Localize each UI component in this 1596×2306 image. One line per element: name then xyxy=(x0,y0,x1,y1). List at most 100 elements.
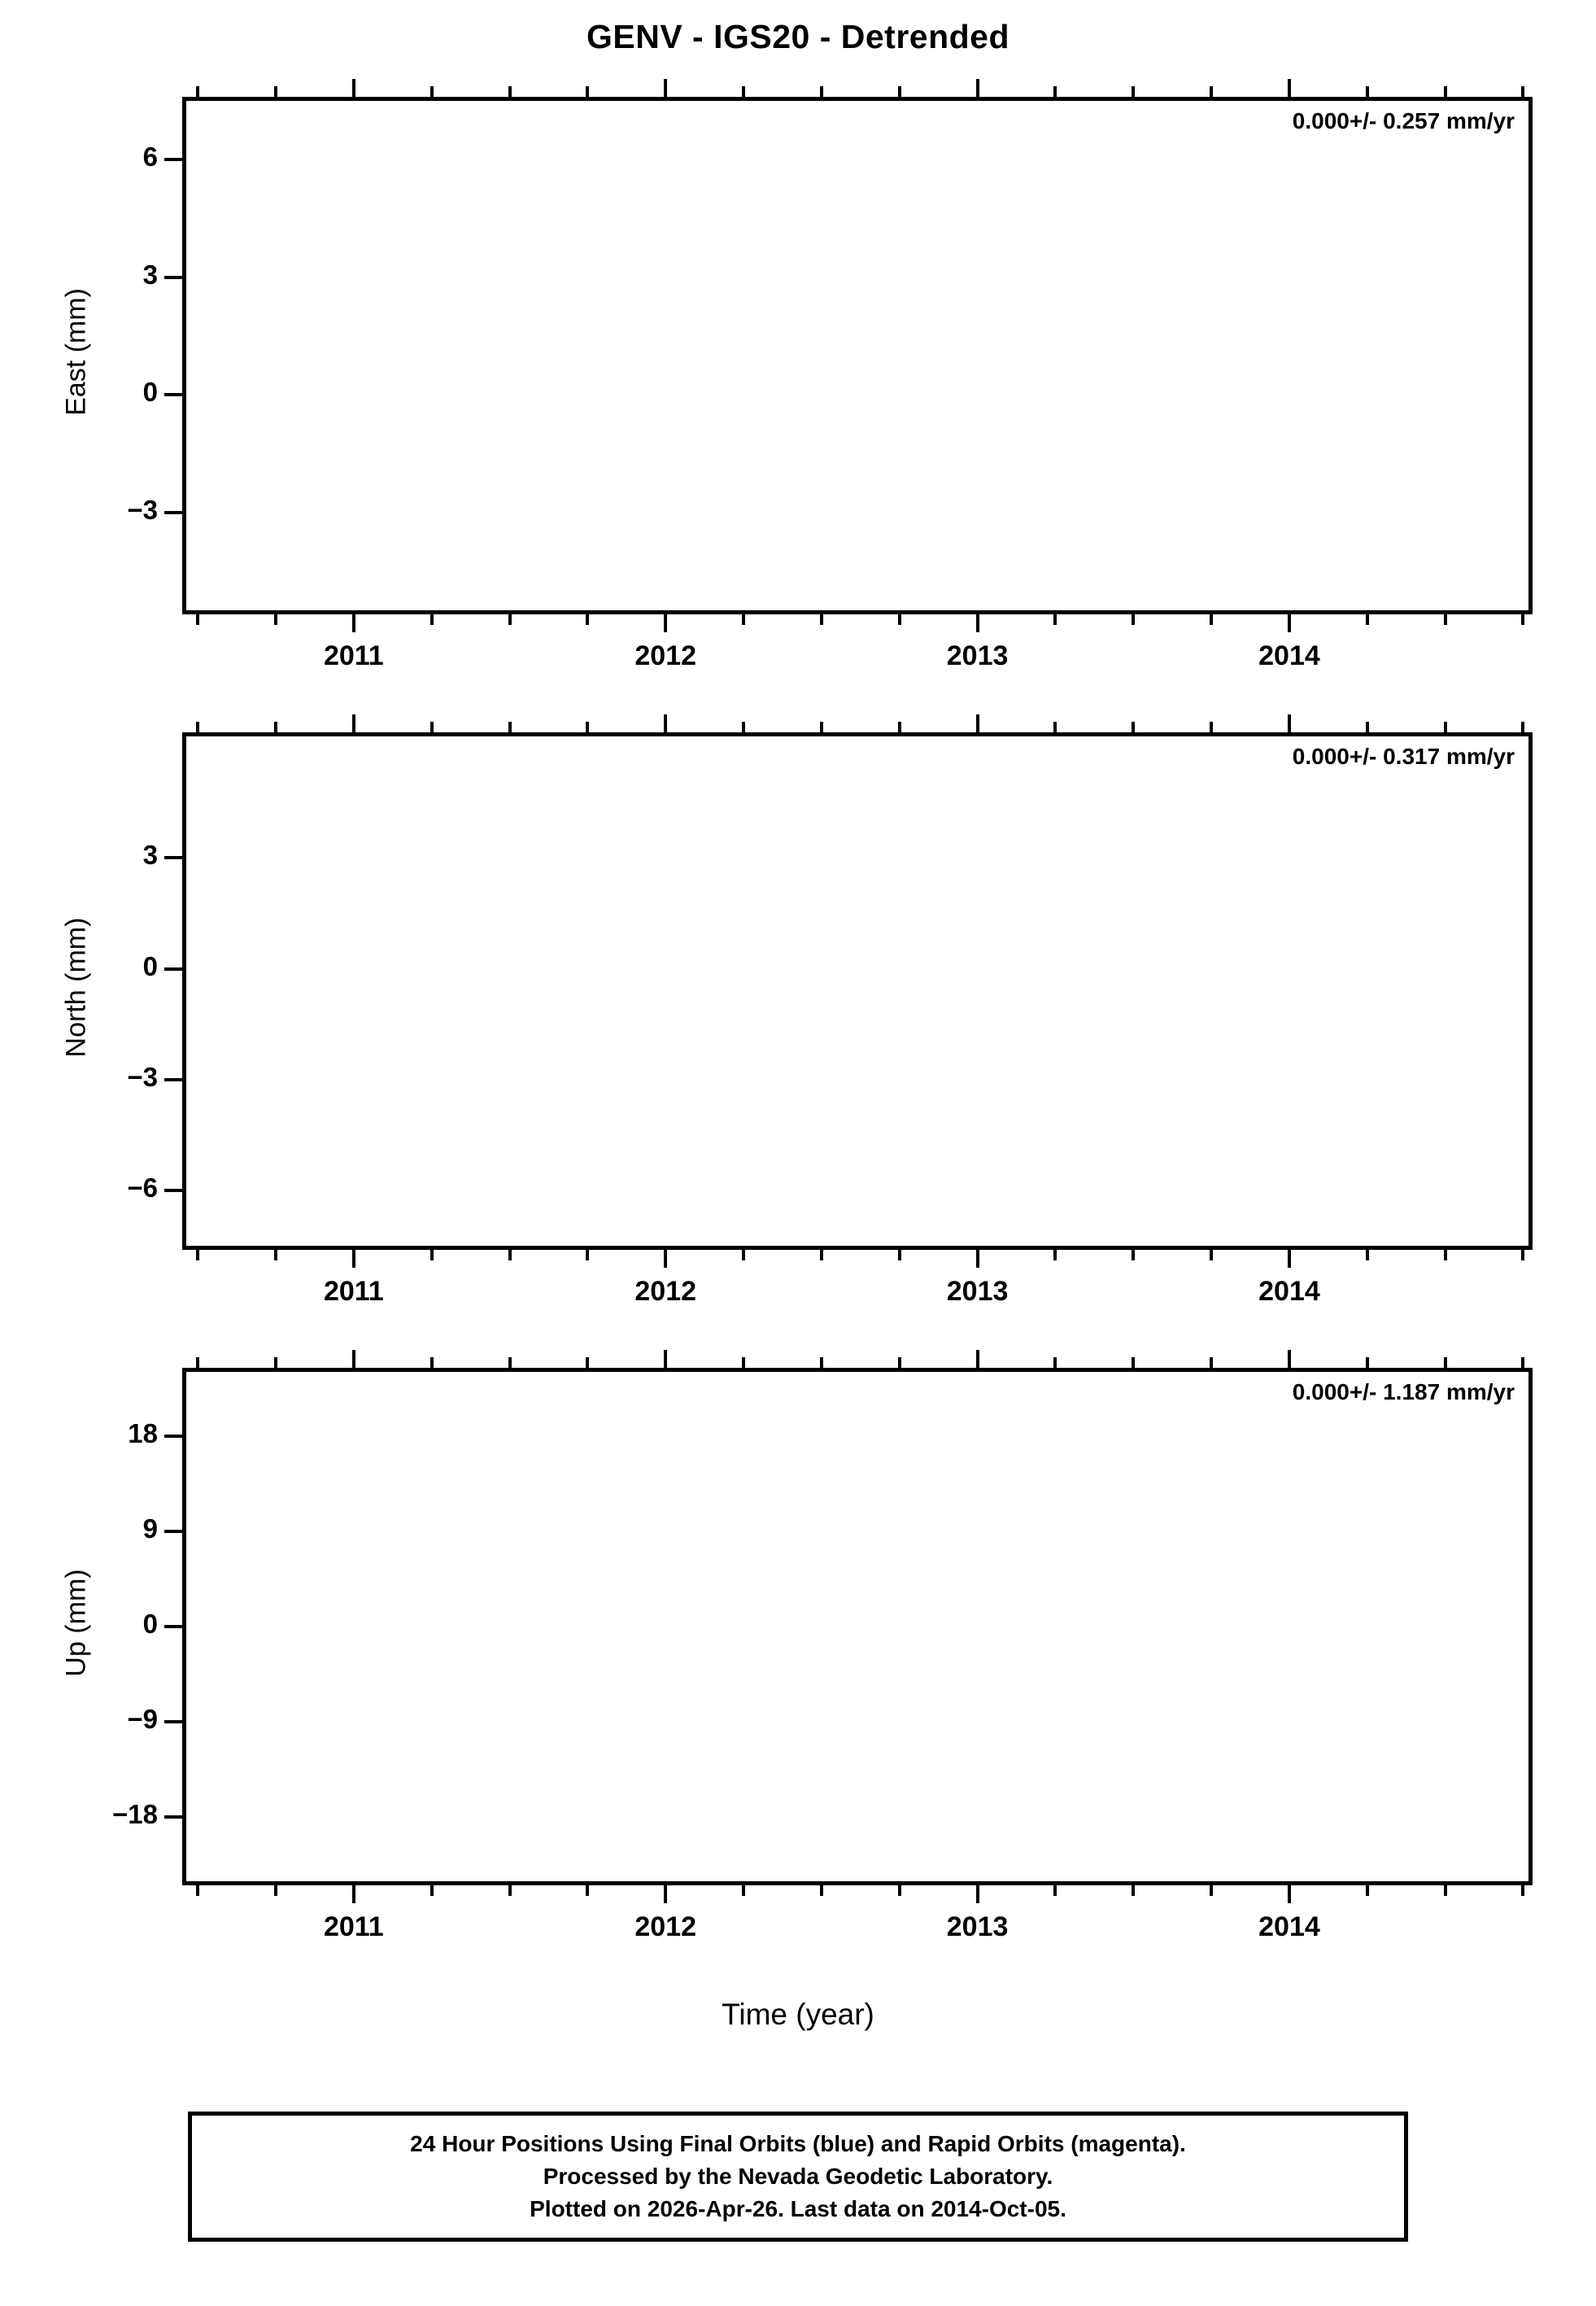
x-tick-label: 2014 xyxy=(1258,1276,1320,1307)
x-tick-mark-minor xyxy=(196,1250,200,1260)
x-tick-mark-minor xyxy=(1053,86,1057,97)
x-tick-mark-minor xyxy=(586,1250,590,1260)
x-tick-mark-minor xyxy=(1365,722,1369,732)
x-tick-mark-major xyxy=(1287,1885,1291,1903)
y-tick-label: −6 xyxy=(127,1173,158,1203)
x-tick-mark-major xyxy=(975,1250,979,1268)
x-tick-mark-minor xyxy=(1053,614,1057,625)
y-tick-label: −18 xyxy=(112,1798,158,1829)
x-tick-mark-minor xyxy=(819,1250,823,1260)
x-tick-mark-minor xyxy=(1365,614,1369,625)
x-tick-label: 2012 xyxy=(634,640,697,671)
x-tick-mark-minor xyxy=(274,722,277,732)
x-tick-mark-minor xyxy=(274,1885,277,1896)
x-tick-label: 2014 xyxy=(1258,1911,1320,1942)
x-tick-mark-minor xyxy=(1132,86,1136,97)
rate-annotation: 0.000+/- 1.187 mm/yr xyxy=(1292,1379,1515,1404)
x-tick-mark-major xyxy=(664,614,668,632)
x-tick-mark-major xyxy=(351,79,355,97)
x-tick-mark-minor xyxy=(1443,1250,1447,1260)
y-tick-mark xyxy=(164,967,182,971)
x-tick-mark-major xyxy=(664,714,668,732)
plot-panel-north: 0.000+/- 0.317 mm/yr xyxy=(182,732,1533,1250)
x-tick-mark-minor xyxy=(196,614,200,625)
x-tick-mark-minor xyxy=(897,722,901,732)
x-tick-mark-minor xyxy=(586,86,590,97)
x-tick-mark-minor xyxy=(897,1357,901,1368)
x-tick-mark-minor xyxy=(1521,1250,1525,1260)
rate-annotation: 0.000+/- 0.257 mm/yr xyxy=(1292,108,1515,133)
x-tick-mark-minor xyxy=(274,1250,277,1260)
plot-frame xyxy=(182,1368,1533,1885)
y-tick-mark xyxy=(164,158,182,162)
x-axis-title: Time (year) xyxy=(722,1998,874,2031)
y-axis-title: East (mm) xyxy=(60,288,92,416)
x-tick-mark-minor xyxy=(1521,614,1525,625)
x-tick-label: 2011 xyxy=(323,640,384,671)
x-tick-mark-major xyxy=(351,614,355,632)
y-tick-mark xyxy=(164,856,182,860)
x-tick-mark-minor xyxy=(742,614,746,625)
x-tick-mark-minor xyxy=(1443,722,1447,732)
x-tick-mark-minor xyxy=(430,722,434,732)
x-tick-mark-minor xyxy=(742,722,746,732)
x-tick-mark-minor xyxy=(897,1885,901,1896)
x-tick-mark-major xyxy=(1287,614,1291,632)
x-tick-mark-minor xyxy=(196,86,200,97)
x-tick-mark-minor xyxy=(196,722,200,732)
x-tick-mark-minor xyxy=(1365,1885,1369,1896)
footer-caption-box: 24 Hour Positions Using Final Orbits (bl… xyxy=(188,2112,1408,2242)
x-tick-mark-minor xyxy=(508,1250,512,1260)
y-tick-mark xyxy=(164,1435,182,1439)
x-tick-mark-minor xyxy=(430,1885,434,1896)
plot-frame xyxy=(182,732,1533,1250)
x-tick-mark-minor xyxy=(897,614,901,625)
x-tick-mark-minor xyxy=(1443,86,1447,97)
x-tick-label: 2012 xyxy=(634,1911,697,1942)
x-tick-mark-minor xyxy=(508,614,512,625)
x-tick-mark-minor xyxy=(430,1250,434,1260)
x-tick-mark-minor xyxy=(1443,1885,1447,1896)
y-tick-mark xyxy=(164,1078,182,1082)
x-tick-mark-minor xyxy=(1132,614,1136,625)
y-tick-label: 0 xyxy=(142,1609,158,1639)
y-tick-mark xyxy=(164,1815,182,1819)
x-tick-mark-minor xyxy=(819,1885,823,1896)
x-tick-mark-minor xyxy=(819,722,823,732)
x-tick-mark-minor xyxy=(508,1357,512,1368)
y-tick-label: 6 xyxy=(142,142,158,173)
x-tick-mark-minor xyxy=(1443,1357,1447,1368)
x-tick-mark-minor xyxy=(1132,722,1136,732)
y-tick-label: 18 xyxy=(128,1418,158,1449)
x-tick-label: 2013 xyxy=(946,640,1009,671)
footer-line-2: Processed by the Nevada Geodetic Laborat… xyxy=(543,2164,1053,2189)
x-tick-mark-minor xyxy=(742,86,746,97)
x-tick-mark-minor xyxy=(742,1250,746,1260)
x-tick-mark-minor xyxy=(1053,1357,1057,1368)
x-tick-mark-minor xyxy=(586,722,590,732)
y-tick-label: −3 xyxy=(127,494,158,525)
x-tick-mark-major xyxy=(975,79,979,97)
plot-panel-east: 0.000+/- 0.257 mm/yr xyxy=(182,97,1533,614)
y-axis-title: North (mm) xyxy=(60,917,92,1058)
x-tick-mark-major xyxy=(664,79,668,97)
plot-panel-up: 0.000+/- 1.187 mm/yr xyxy=(182,1368,1533,1885)
x-tick-mark-minor xyxy=(274,614,277,625)
y-tick-label: 3 xyxy=(142,840,158,871)
x-tick-mark-major xyxy=(975,714,979,732)
x-tick-mark-major xyxy=(351,714,355,732)
x-tick-mark-minor xyxy=(819,614,823,625)
x-tick-mark-minor xyxy=(1053,722,1057,732)
x-tick-mark-minor xyxy=(1365,1357,1369,1368)
x-tick-mark-major xyxy=(975,1885,979,1903)
x-tick-label: 2012 xyxy=(634,1276,697,1307)
y-tick-label: 0 xyxy=(142,950,158,981)
x-tick-mark-minor xyxy=(196,1885,200,1896)
x-tick-mark-major xyxy=(351,1250,355,1268)
x-tick-mark-minor xyxy=(430,614,434,625)
page-title: GENV - IGS20 - Detrended xyxy=(586,18,1010,55)
x-tick-mark-major xyxy=(975,1350,979,1368)
x-tick-mark-minor xyxy=(819,1357,823,1368)
x-tick-mark-minor xyxy=(1053,1250,1057,1260)
